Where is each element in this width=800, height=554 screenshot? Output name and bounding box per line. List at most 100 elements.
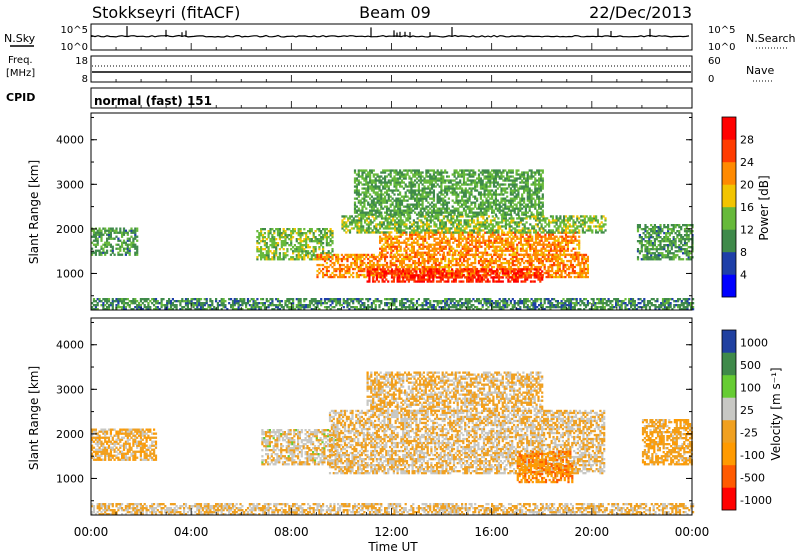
data-cell (386, 221, 389, 224)
data-cell (346, 253, 349, 257)
data-cell (481, 270, 484, 273)
data-cell (98, 251, 101, 254)
data-cell (446, 237, 449, 240)
data-cell (531, 215, 534, 218)
data-cell (480, 225, 483, 228)
data-cell (545, 275, 548, 279)
data-cell (466, 259, 469, 263)
data-cell (327, 252, 330, 255)
data-cell (504, 269, 507, 273)
data-cell (408, 183, 411, 186)
data-cell (583, 217, 586, 220)
data-cell (549, 263, 552, 267)
data-cell (468, 257, 471, 261)
data-cell (417, 193, 420, 196)
data-cell (487, 261, 490, 265)
data-cell (370, 211, 373, 214)
data-cell (452, 280, 456, 283)
data-cell (329, 275, 332, 279)
data-cell (507, 199, 511, 202)
data-cell (406, 265, 409, 269)
data-cell (549, 275, 552, 279)
data-cell (491, 219, 494, 222)
data-cell (261, 238, 265, 241)
data-cell (104, 253, 107, 256)
data-cell (467, 225, 470, 228)
data-cell (399, 249, 402, 252)
data-cell (492, 183, 496, 186)
data-cell (422, 272, 425, 275)
data-cell (438, 201, 441, 204)
data-cell (534, 257, 537, 261)
data-cell (378, 177, 381, 180)
data-cell (440, 169, 443, 172)
data-cell (431, 243, 434, 246)
data-cell (513, 270, 516, 273)
data-cell (526, 271, 529, 275)
data-cell (491, 255, 494, 259)
data-cell (333, 253, 336, 257)
data-cell (540, 219, 543, 222)
data-cell (509, 183, 512, 186)
data-cell (428, 280, 431, 283)
data-cell (397, 211, 400, 214)
data-cell (576, 239, 579, 242)
data-cell (316, 228, 319, 231)
data-cell (499, 235, 502, 238)
data-cell (384, 231, 387, 234)
data-cell (525, 251, 528, 254)
data-cell (399, 241, 402, 244)
data-cell (506, 261, 509, 265)
data-cell (434, 205, 437, 208)
data-cell (382, 227, 385, 230)
data-cell (429, 265, 432, 269)
data-cell (433, 215, 436, 218)
data-cell (442, 181, 445, 184)
data-cell (310, 238, 313, 241)
data-cell (297, 230, 300, 233)
data-cell (462, 193, 466, 196)
data-cell (566, 259, 569, 263)
data-cell (393, 205, 396, 208)
data-cell (476, 221, 479, 224)
data-cell (397, 219, 400, 222)
data-cell (508, 235, 511, 238)
data-cell (519, 257, 522, 261)
data-cell (380, 251, 384, 254)
data-cell (446, 265, 449, 269)
data-cell (455, 183, 458, 186)
data-cell (374, 181, 377, 184)
data-cell (353, 181, 357, 184)
data-cell (561, 245, 564, 248)
data-cell (397, 199, 400, 202)
data-cell (284, 236, 287, 239)
data-cell (466, 169, 469, 172)
data-cell (348, 275, 351, 279)
data-cell (540, 243, 543, 246)
data-cell (429, 179, 432, 182)
data-cell (372, 181, 375, 184)
data-cell (448, 239, 451, 242)
data-cell (531, 239, 534, 242)
data-cell (365, 193, 368, 196)
data-cell (558, 255, 561, 259)
data-cell (450, 249, 453, 252)
data-cell (340, 275, 343, 279)
data-cell (491, 257, 494, 261)
data-cell (417, 276, 420, 279)
data-cell (548, 253, 551, 256)
data-cell (480, 241, 483, 244)
data-cell (273, 256, 276, 259)
data-cell (430, 201, 434, 204)
data-cell (484, 274, 487, 277)
data-cell (420, 278, 424, 281)
data-cell (265, 254, 268, 257)
data-cell (476, 207, 479, 210)
data-cell (464, 173, 467, 176)
data-cell (499, 237, 502, 240)
data-cell (299, 246, 302, 249)
data-cell (386, 245, 389, 248)
data-cell (424, 215, 427, 218)
data-cell (566, 253, 569, 256)
data-cell (444, 181, 447, 184)
